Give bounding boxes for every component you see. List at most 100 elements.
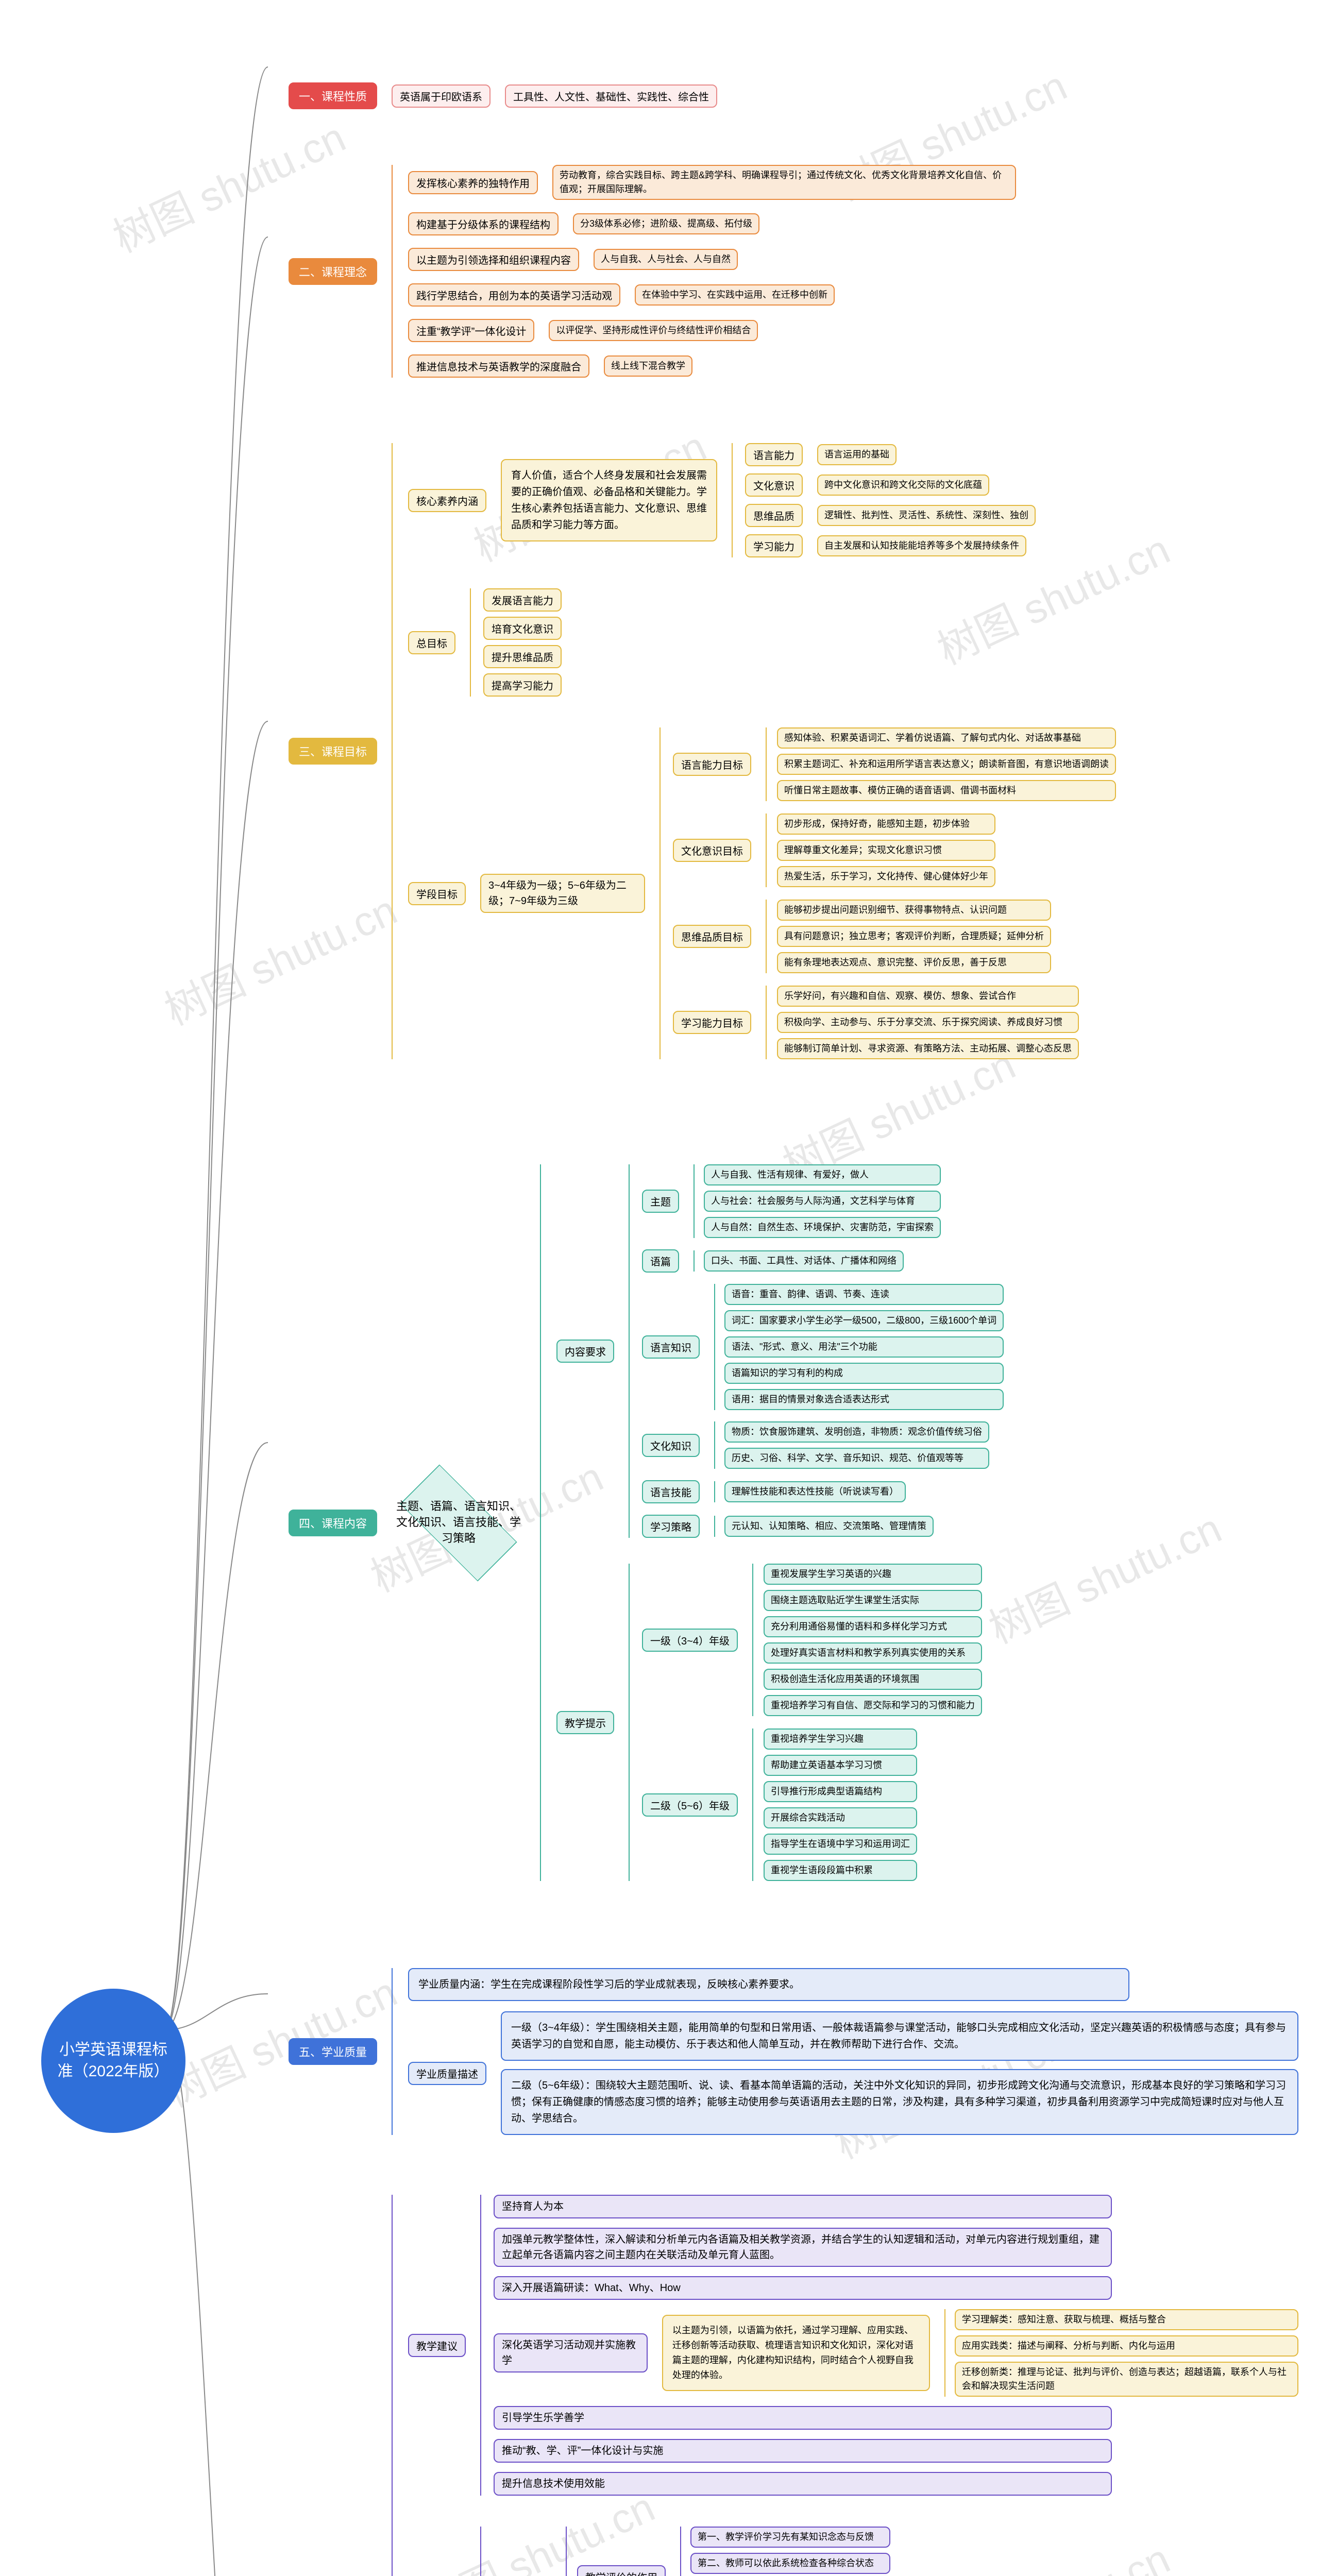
b3-stage-group-3: 学习能力目标 <box>673 1011 751 1034</box>
b6-teach-note-3: 以主题为引领，以语篇为依托，通过学习理解、应用实践、迁移创新等活动获取、梳理语言… <box>662 2315 930 2391</box>
b6-teval-a-1: 第二、教师可以依此系统检查各种综合状态 <box>690 2553 890 2574</box>
b4-l1-item-5: 重视培养学习有自信、愿交际和学习的习惯和能力 <box>764 1695 982 1716</box>
b4-content-3: 文化知识 <box>642 1434 700 1457</box>
b4-content-leaf-5-0: 元认知、认知策略、相应、交流策略、管理情策 <box>724 1516 934 1537</box>
b4-content-2: 语言知识 <box>642 1335 700 1359</box>
b5-title: 五、学业质量 <box>289 2038 377 2065</box>
b4-content-0: 主题 <box>642 1190 679 1213</box>
b2-item-leaf-3: 在体验中学习、在实践中运用、在迁移中创新 <box>635 284 835 306</box>
b3-stage-leaf-3-2: 能够制订简单计划、寻求资源、有策略方法、主动拓展、调整心态反思 <box>777 1038 1079 1059</box>
b6-teach-item-2: 深入开展语篇研读：What、Why、How <box>494 2276 1112 2300</box>
b4-content-req: 内容要求 <box>556 1340 614 1363</box>
b4-content-leaf-2-4: 语用：据目的情景对象选合适表达形式 <box>724 1389 1004 1410</box>
b3-total-item-1: 培育文化意识 <box>483 617 562 640</box>
b3-title: 三、课程目标 <box>289 738 377 765</box>
b2-item-leaf-0: 劳动教育，综合实践目标、跨主题&跨学科、明确课程导引；通过传统文化、优秀文化背景… <box>552 165 1016 200</box>
b2-item-leaf-5: 线上线下混合教学 <box>604 355 692 377</box>
b3-stage-leaf-2-0: 能够初步提出问题识别细节、获得事物特点、认识问题 <box>777 900 1051 921</box>
b4-l2-item-3: 开展综合实践活动 <box>764 1807 917 1828</box>
b3-total-title: 总目标 <box>408 631 455 654</box>
b3-stage-group-1: 文化意识目标 <box>673 839 751 862</box>
b3-stage-leaf-0-1: 积累主题词汇、补充和运用所学语言表达意义；朗读新音图，有意识地语调朗读 <box>777 754 1116 775</box>
b4-content-leaf-2-2: 语法、"形式、意义、用法"三个功能 <box>724 1336 1004 1358</box>
b5-desc-label: 学业质量描述 <box>408 2062 486 2085</box>
b4-content-leaf-2-3: 语篇知识的学习有利的构成 <box>724 1363 1004 1384</box>
root-node: 小学英语课程标准（2022年版） <box>41 1989 185 2133</box>
b2-item-1: 构建基于分级体系的课程结构 <box>408 212 559 235</box>
b3-core-desc: 育人价值，适合个人终身发展和社会发展需要的正确价值观、必备品格和关键能力。学生核… <box>501 459 717 541</box>
b1-mid: 英语属于印欧语系 <box>392 84 491 108</box>
b6-teach: 教学建议 <box>408 2334 466 2357</box>
b3-stage-leaf-0-2: 听懂日常主题故事、模仿正确的语音语调、借调书面材料 <box>777 780 1116 801</box>
b3-stage-leaf-1-1: 理解尊重文化差异；实现文化意识习惯 <box>777 840 995 861</box>
b6-teval-a-0: 第一、教学评价学习先有某知识念态与反馈 <box>690 2527 890 2548</box>
branch-4: 四、课程内容 主题、语篇、语言知识、文化知识、语言技能、学习策略 内容要求 主题… <box>289 1164 1004 1881</box>
b3-stage-leaf-3-1: 积极向学、主动参与、乐于分享交流、乐于探究阅读、养成良好习惯 <box>777 1012 1079 1033</box>
b3-stage-title: 学段目标 <box>408 882 466 905</box>
b4-l2-item-0: 重视培养学生学习兴趣 <box>764 1728 917 1750</box>
b3-stage-leaf-1-0: 初步形成，保持好奇，能感知主题，初步体验 <box>777 814 995 835</box>
b5-intro: 学业质量内涵：学生在完成课程阶段性学习后的学业成就表现，反映核心素养要求。 <box>408 1968 1129 2001</box>
b4-l2-item-5: 重视学生语段段篇中积累 <box>764 1860 917 1881</box>
b4-diamond: 主题、语篇、语言知识、文化知识、语言技能、学习策略 <box>392 1477 526 1569</box>
b6-teach-item-1: 加强单元教学整体性，深入解读和分析单元内各语篇及相关教学资源，并结合学生的认知逻… <box>494 2228 1112 2267</box>
b3-total-item-2: 提升思维品质 <box>483 645 562 668</box>
b5-l2: 二级（5~6年级）：围绕较大主题范围听、说、读、看基本简单语篇的活动，关注中外文… <box>501 2069 1298 2135</box>
b4-l2: 二级（5~6）年级 <box>642 1793 738 1817</box>
branch-6: 六、课程实施 教学建议 坚持育人为本加强单元教学整体性，深入解读和分析单元内各语… <box>289 2195 1298 2576</box>
b4-content-leaf-2-1: 词汇：国家要求小学生必学一级500，二级800，三级1600个单词 <box>724 1310 1004 1331</box>
b4-l1: 一级（3~4）年级 <box>642 1629 738 1652</box>
b4-content-leaf-0-1: 人与社会：社会服务与人际沟通，文艺科学与体育 <box>704 1191 941 1212</box>
b4-l1-item-3: 处理好真实语言材料和教学系列真实使用的关系 <box>764 1642 982 1664</box>
b4-content-leaf-3-1: 历史、习俗、科学、文学、音乐知识、规范、价值观等等 <box>724 1448 989 1469</box>
b5-l1: 一级（3~4年级）：学生围绕相关主题，能用简单的句型和日常用语、一般体裁语篇参与… <box>501 2011 1298 2061</box>
b4-l1-item-2: 充分利用通俗易懂的语料和多样化学习方式 <box>764 1616 982 1637</box>
b4-l2-item-1: 帮助建立英语基本学习习惯 <box>764 1755 917 1776</box>
b2-item-0: 发挥核心素养的独特作用 <box>408 171 538 194</box>
b3-stage-leaf-3-0: 乐学好问，有兴趣和自信、观察、模仿、想象、尝试合作 <box>777 986 1079 1007</box>
b3-total-item-0: 发展语言能力 <box>483 588 562 612</box>
b2-item-5: 推进信息技术与英语教学的深度融合 <box>408 354 589 378</box>
b4-content-5: 学习策略 <box>642 1515 700 1538</box>
b1-leaf: 工具性、人文性、基础性、实践性、综合性 <box>505 84 717 108</box>
b4-content-leaf-4-0: 理解性技能和表达性技能（听说读写看） <box>724 1481 906 1502</box>
b4-content-leaf-0-2: 人与自然：自然生态、环境保护、灾害防范，宇宙探索 <box>704 1217 941 1238</box>
b2-item-2: 以主题为引领选择和组织课程内容 <box>408 248 579 271</box>
b3-total-item-3: 提高学习能力 <box>483 673 562 697</box>
b4-l2-item-4: 指导学生在语境中学习和运用词汇 <box>764 1834 917 1855</box>
root-label: 小学英语课程标准（2022年版） <box>41 1989 185 2133</box>
b4-content-1: 语篇 <box>642 1249 679 1273</box>
b6-teach-item-0: 坚持育人为本 <box>494 2195 1112 2218</box>
b4-l1-item-1: 围绕主题选取贴近学生课堂生活实际 <box>764 1590 982 1611</box>
b4-content-4: 语言技能 <box>642 1480 700 1503</box>
b4-content-leaf-1-0: 口头、书面、工具性、对话体、广播体和网络 <box>704 1250 904 1272</box>
b3-core-item-2: 思维品质逻辑性、批判性、灵活性、系统性、深刻性、独创 <box>745 504 1036 527</box>
b6-teach-item-5: 推动“教、学、评”一体化设计与实施 <box>494 2439 1112 2463</box>
b3-core-title: 核心素养内涵 <box>408 489 486 512</box>
b6-teach-item-6: 提升信息技术使用效能 <box>494 2472 1112 2496</box>
b3-core-item-0: 语言能力语言运用的基础 <box>745 443 1036 466</box>
b4-content-leaf-0-0: 人与自我、性活有规律、有爱好，做人 <box>704 1164 941 1185</box>
b3-stage-leaf-2-1: 具有问题意识；独立思考；客观评价判断，合理质疑；延伸分析 <box>777 926 1051 947</box>
branch-1: 一、课程性质 英语属于印欧语系 工具性、人文性、基础性、实践性、综合性 <box>289 82 717 109</box>
b2-item-4: 注重“教学评”一体化设计 <box>408 319 534 342</box>
b3-stage-group-2: 思维品质目标 <box>673 925 751 948</box>
b6-teach-item-3: 深化英语学习活动观并实施教学 <box>494 2333 648 2372</box>
b3-core-item-1: 文化意识跨中文化意识和跨文化交际的文化底蕴 <box>745 473 1036 497</box>
branch-2: 二、课程理念 发挥核心素养的独特作用劳动教育，综合实践目标、跨主题&跨学科、明确… <box>289 165 1016 378</box>
b4-l1-item-4: 积极创造生活化应用英语的环境氛围 <box>764 1669 982 1690</box>
b3-stage-leaf-0-0: 感知体验、积累英语词汇、学着仿说语篇、了解句式内化、对话故事基础 <box>777 727 1116 749</box>
b4-l1-item-0: 重视发展学生学习英语的兴趣 <box>764 1564 982 1585</box>
b6-teach-right-2: 迁移创新类：推理与论证、批判与评价、创造与表达；超越语篇，联系个人与社会和解决现… <box>955 2362 1298 2397</box>
b4-content-leaf-3-0: 物质：饮食服饰建筑、发明创造，非物质：观念价值传统习俗 <box>724 1421 989 1443</box>
b6-teach-item-4: 引导学生乐学善学 <box>494 2406 1112 2430</box>
b2-item-leaf-4: 以评促学、坚持形成性评价与终结性评价相结合 <box>549 320 758 341</box>
b1-title: 一、课程性质 <box>289 82 377 109</box>
watermark: 树图 shutu.cn <box>978 1496 1229 1655</box>
b4-title: 四、课程内容 <box>289 1510 377 1536</box>
b3-stage-leaf-1-2: 热爱生活，乐于学习，文化持传、健心健体好少年 <box>777 866 995 887</box>
b3-stage-desc: 3~4年级为一级；5~6年级为二级；7~9年级为三级 <box>480 874 645 913</box>
b4-diamond-text: 主题、语篇、语言知识、文化知识、语言技能、学习策略 <box>392 1499 526 1546</box>
b2-item-3: 践行学思结合，用创为本的英语学习活动观 <box>408 283 620 307</box>
b6-teach-right-1: 应用实践类：描述与阐释、分析与判断、内化与运用 <box>955 2335 1298 2357</box>
